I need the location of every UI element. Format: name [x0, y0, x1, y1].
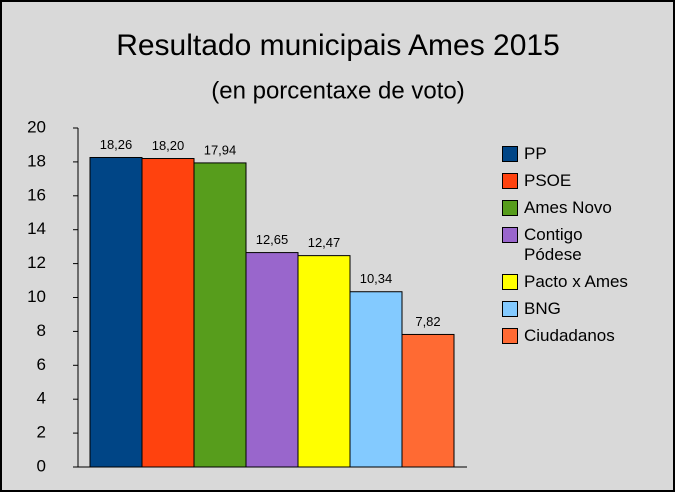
legend-label: Contigo Pódese — [524, 225, 583, 264]
bar — [297, 255, 351, 468]
y-tick-label: 4 — [37, 389, 46, 408]
y-tick-label: 0 — [37, 456, 46, 475]
legend-label: PP — [524, 144, 547, 163]
legend-swatch — [502, 328, 518, 344]
data-label: 12,65 — [256, 232, 289, 247]
data-label: 10,34 — [360, 271, 393, 286]
legend-swatch — [502, 274, 518, 290]
data-label: 17,94 — [204, 142, 237, 157]
y-tick-label: 8 — [37, 321, 46, 340]
legend-label: Pacto x Ames — [524, 272, 628, 291]
data-label: 12,47 — [308, 235, 341, 250]
legend-label: PSOE — [524, 171, 572, 190]
legend-swatch — [502, 301, 518, 317]
data-label: 7,82 — [415, 314, 440, 329]
chart-subtitle: (en porcentaxe de voto) — [211, 77, 465, 104]
legend-item: PP — [500, 144, 640, 164]
legend: PP PSOE Ames Novo Contigo Pódese Pacto x Ame… — [500, 144, 640, 353]
legend-item: Contigo Pódese — [500, 225, 640, 265]
legend-label: Ciudadanos — [524, 326, 615, 345]
y-tick-label: 16 — [27, 185, 46, 204]
legend-label: BNG — [524, 299, 561, 318]
legend-swatch — [502, 146, 518, 162]
legend-swatch — [502, 173, 518, 189]
legend-label: Ames Novo — [524, 198, 612, 217]
data-label: 18,20 — [152, 138, 185, 153]
y-tick-label: 6 — [37, 355, 46, 374]
y-tick-label: 18 — [27, 151, 46, 170]
y-tick-label: 20 — [27, 117, 46, 136]
legend-swatch — [502, 227, 518, 243]
legend-item: PSOE — [500, 171, 640, 191]
data-label: 18,26 — [100, 137, 133, 152]
bar — [193, 162, 247, 468]
y-tick-label: 2 — [37, 423, 46, 442]
bar — [141, 158, 195, 468]
bar — [401, 333, 455, 468]
y-tick-label: 10 — [27, 287, 46, 306]
bar — [89, 156, 143, 468]
y-tick-label: 12 — [27, 253, 46, 272]
legend-item: Ames Novo — [500, 198, 640, 218]
bar — [349, 291, 403, 468]
legend-item: Pacto x Ames — [500, 272, 640, 292]
bar — [245, 252, 299, 468]
legend-swatch — [502, 200, 518, 216]
y-tick-label: 14 — [27, 219, 46, 238]
legend-item: Ciudadanos — [500, 326, 640, 346]
legend-item: BNG — [500, 299, 640, 319]
chart-title: Resultado municipais Ames 2015 — [116, 29, 560, 62]
